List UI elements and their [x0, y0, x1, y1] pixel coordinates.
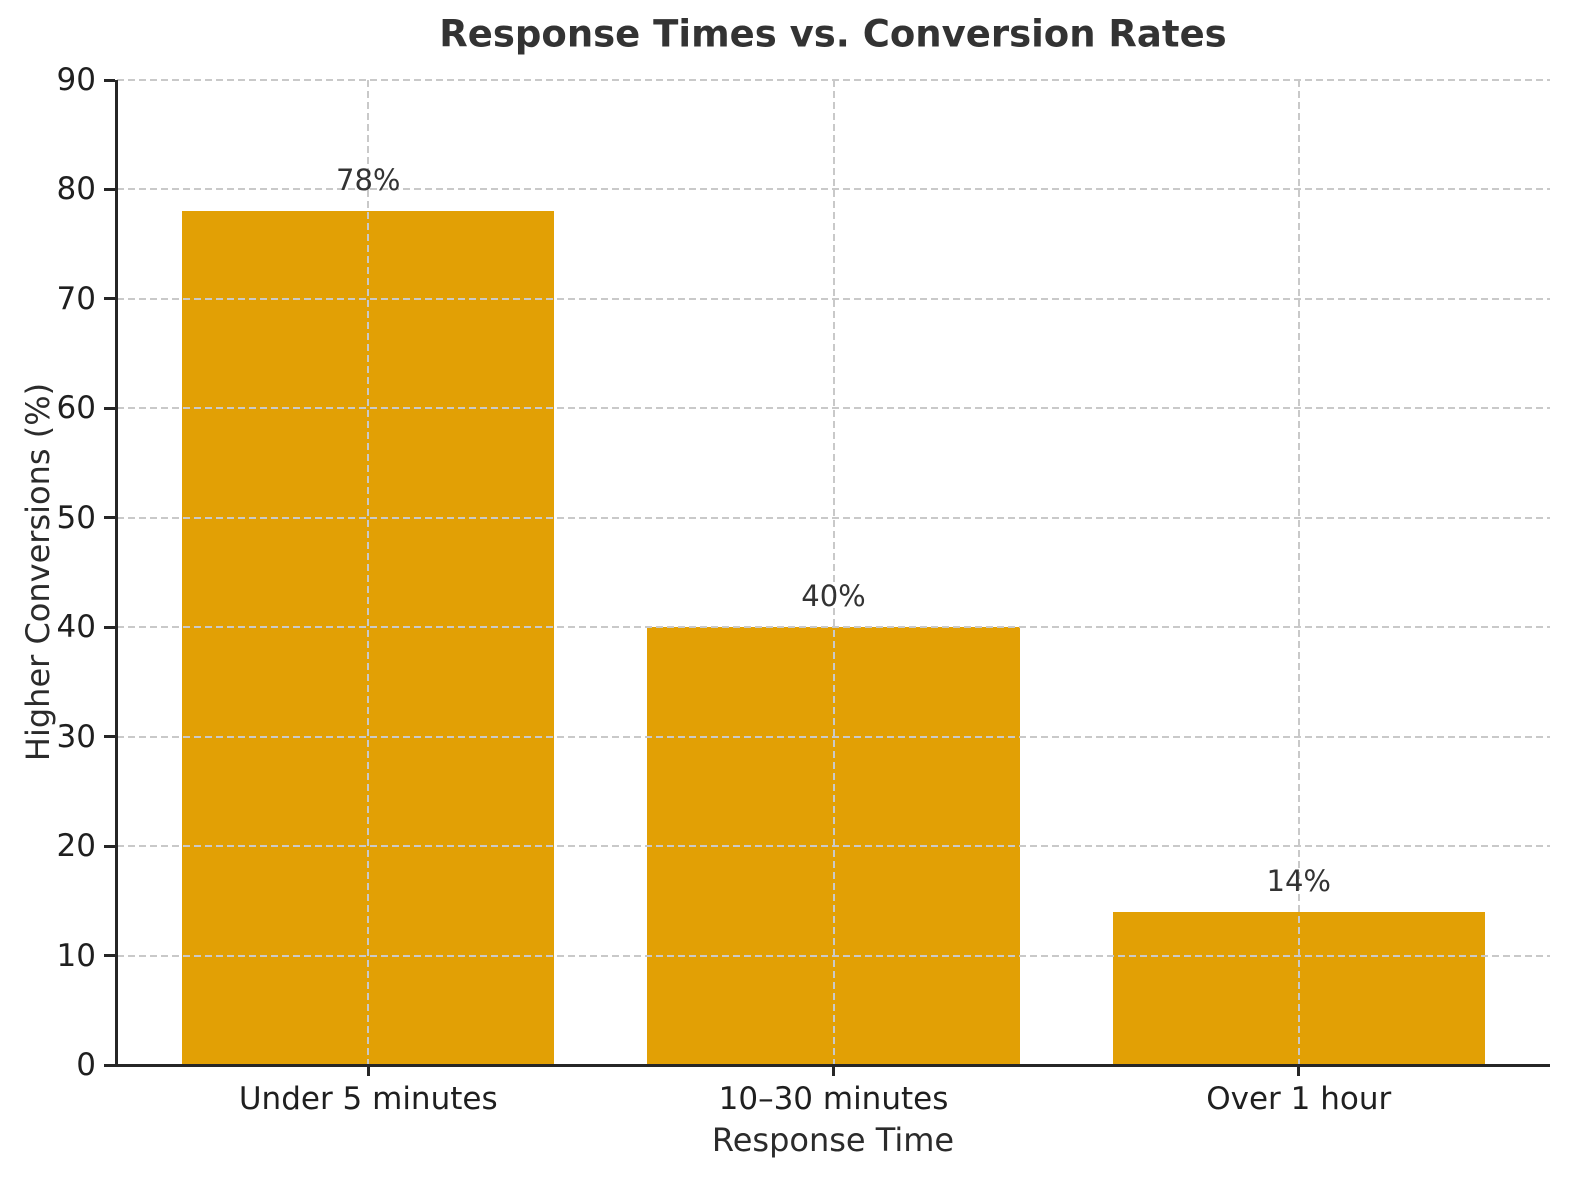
x-tick-label: Under 5 minutes	[238, 1081, 498, 1117]
x-tick-label: 10–30 minutes	[718, 1081, 949, 1117]
bar-value-label: 78%	[336, 163, 401, 198]
bar-value-label: 40%	[801, 579, 866, 614]
y-tick	[104, 735, 115, 739]
y-tick	[104, 297, 115, 301]
y-tick-label: 60	[56, 390, 96, 427]
y-tick	[104, 954, 115, 958]
x-axis-title: Response Time	[711, 1121, 955, 1159]
y-tick	[104, 187, 115, 191]
plot-area: 78% 40% 14% 0 10 20 30 40 50 60 70 80 90 Under 5 minu…	[57, 62, 1550, 1117]
y-tick	[104, 844, 115, 848]
x-axis-spine	[115, 1064, 1550, 1067]
y-tick-label: 70	[56, 280, 96, 317]
y-tick-label: 40	[56, 609, 96, 646]
y-axis-spine	[115, 80, 118, 1066]
chart-title: Response Times vs. Conversion Rates	[439, 12, 1227, 56]
x-tick	[1297, 1065, 1301, 1076]
x-gridline	[832, 80, 835, 1065]
x-tick	[832, 1065, 835, 1076]
y-tick-label: 20	[56, 828, 96, 865]
x-tick-label: Over 1 hour	[1206, 1081, 1392, 1117]
y-tick-label: 30	[56, 718, 96, 755]
y-tick	[104, 78, 115, 82]
y-tick	[104, 625, 115, 629]
bar-value-label: 14%	[1266, 863, 1331, 898]
x-gridline	[367, 80, 370, 1065]
y-tick-label: 50	[56, 499, 96, 536]
y-tick	[104, 1063, 115, 1067]
y-tick-label: 90	[56, 62, 96, 98]
y-tick	[104, 516, 115, 520]
y-tick	[104, 406, 115, 410]
y-axis-title: Higher Conversions (%)	[19, 382, 57, 762]
y-tick-label: 0	[76, 1047, 96, 1083]
y-tick-label: 10	[56, 937, 96, 974]
y-tick-label: 80	[56, 171, 96, 208]
x-gridline	[1297, 80, 1300, 1065]
x-tick	[366, 1065, 370, 1076]
